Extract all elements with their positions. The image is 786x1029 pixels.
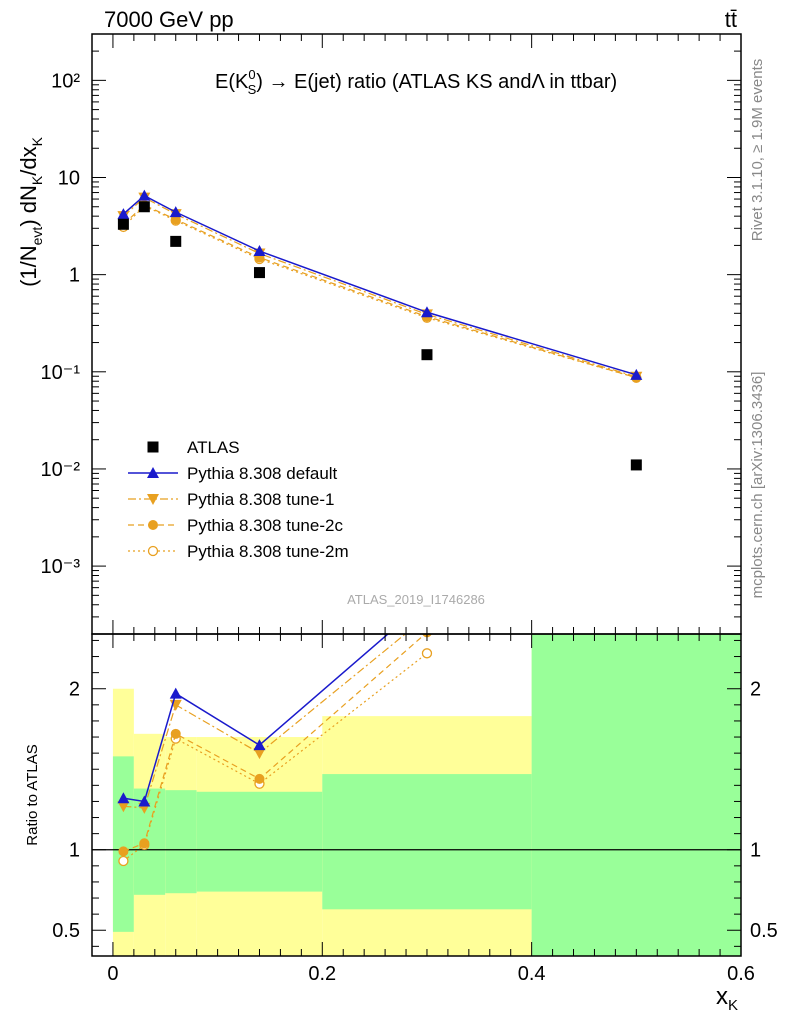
ratio-band-green <box>133 788 166 895</box>
legend-marker <box>147 467 159 478</box>
ratio-band-green <box>165 790 197 894</box>
ratio-panel-series <box>117 611 433 867</box>
ratio-data-point <box>118 846 129 857</box>
ratio-data-point <box>139 838 150 849</box>
main-data-point <box>420 306 433 318</box>
x-axis-label: xK <box>716 983 738 1014</box>
legend-marker <box>147 441 159 453</box>
ratio-data-point <box>117 792 130 804</box>
ratio-y-axis-label: Ratio to ATLAS <box>24 744 41 845</box>
main-data-point <box>630 368 643 380</box>
main-data-point <box>169 206 182 218</box>
legend: ATLAS Pythia 8.308 default Pythia 8.308 tu… <box>128 438 349 561</box>
x-tick-label: 0 <box>107 963 118 985</box>
main-y-axis-label: (1/Nevt) dNK/dxK <box>16 136 45 287</box>
main-data-point <box>117 208 130 220</box>
ratio-y-tick-label: 2 <box>69 679 80 701</box>
x-tick-label: 0.4 <box>518 963 546 985</box>
legend-marker <box>148 520 158 530</box>
main-panel-series <box>117 189 643 471</box>
main-data-point <box>138 189 151 201</box>
ratio-y-tick-label: 0.5 <box>52 920 80 942</box>
legend-label: ATLAS <box>187 438 240 457</box>
x-tick-label: 0.6 <box>727 963 755 985</box>
y-tick-label: 10⁻³ <box>41 556 81 578</box>
main-series-line <box>123 196 637 378</box>
ratio-y-tick-label-right: 0.5 <box>750 920 778 942</box>
x-tick-label: 0.2 <box>308 963 336 985</box>
ratio-band-green <box>112 756 134 932</box>
ratio-band-green <box>531 634 741 956</box>
ratio-data-point <box>138 795 151 807</box>
ratio-uncertainty-bands <box>112 634 741 956</box>
ratio-y-tick-label-right: 2 <box>750 679 761 701</box>
legend-marker <box>147 545 159 557</box>
ratio-data-point <box>253 748 266 760</box>
main-data-point <box>138 201 150 213</box>
process-label: tt̄ <box>725 7 737 32</box>
ratio-data-point <box>170 728 181 739</box>
mcplots-reference-text: mcplots.cern.ch [arXiv:1306.3436] <box>749 372 766 599</box>
legend-marker <box>147 494 159 505</box>
legend-label: Pythia 8.308 tune-2m <box>187 542 349 561</box>
ratio-data-point <box>254 773 265 784</box>
legend-label: Pythia 8.308 tune-2c <box>187 516 343 535</box>
ratio-data-point <box>253 739 266 751</box>
ratio-data-point <box>117 801 130 813</box>
main-data-point <box>170 235 182 247</box>
main-data-point <box>630 459 642 471</box>
legend-label: Pythia 8.308 default <box>187 464 338 483</box>
main-series-line <box>122 205 637 379</box>
ratio-data-point <box>421 648 433 659</box>
main-data-point <box>117 218 129 230</box>
ratio-panel-frame <box>91 633 742 957</box>
ratio-data-point <box>169 687 182 699</box>
energy-label: 7000 GeV pp <box>104 7 234 32</box>
rivet-version-text: Rivet 3.1.10, ≥ 1.9M events <box>749 59 766 242</box>
ratio-band-green <box>322 774 532 910</box>
y-tick-label: 10⁻² <box>41 459 81 481</box>
analysis-watermark: ATLAS_2019_I1746286 <box>347 592 485 607</box>
legend-label: Pythia 8.308 tune-1 <box>187 490 334 509</box>
main-data-point <box>253 245 266 257</box>
ratio-data-point <box>421 611 433 622</box>
ratio-band-green <box>196 791 323 892</box>
plot-title: E(K0 S) → E(jet) ratio (ATLAS KS andΛ in … <box>215 67 617 97</box>
main-data-point <box>421 349 433 361</box>
ratio-data-point <box>118 855 129 867</box>
ratio-y-tick-label-right: 1 <box>750 840 761 862</box>
axis-ticks: 0 0.2 0.4 0.6 10⁻³ 10⁻² 10⁻¹ 1 10 10² 0.5 0.5 1 1 2 2 <box>41 33 778 985</box>
y-tick-label: 1 <box>69 265 80 287</box>
y-tick-label: 10 <box>58 168 80 190</box>
ratio-series-line <box>123 634 427 852</box>
main-series-line <box>122 194 637 376</box>
y-tick-label: 10² <box>51 70 80 92</box>
main-data-point <box>253 267 265 279</box>
ratio-y-tick-label: 1 <box>69 840 80 862</box>
y-tick-label: 10⁻¹ <box>41 362 81 384</box>
